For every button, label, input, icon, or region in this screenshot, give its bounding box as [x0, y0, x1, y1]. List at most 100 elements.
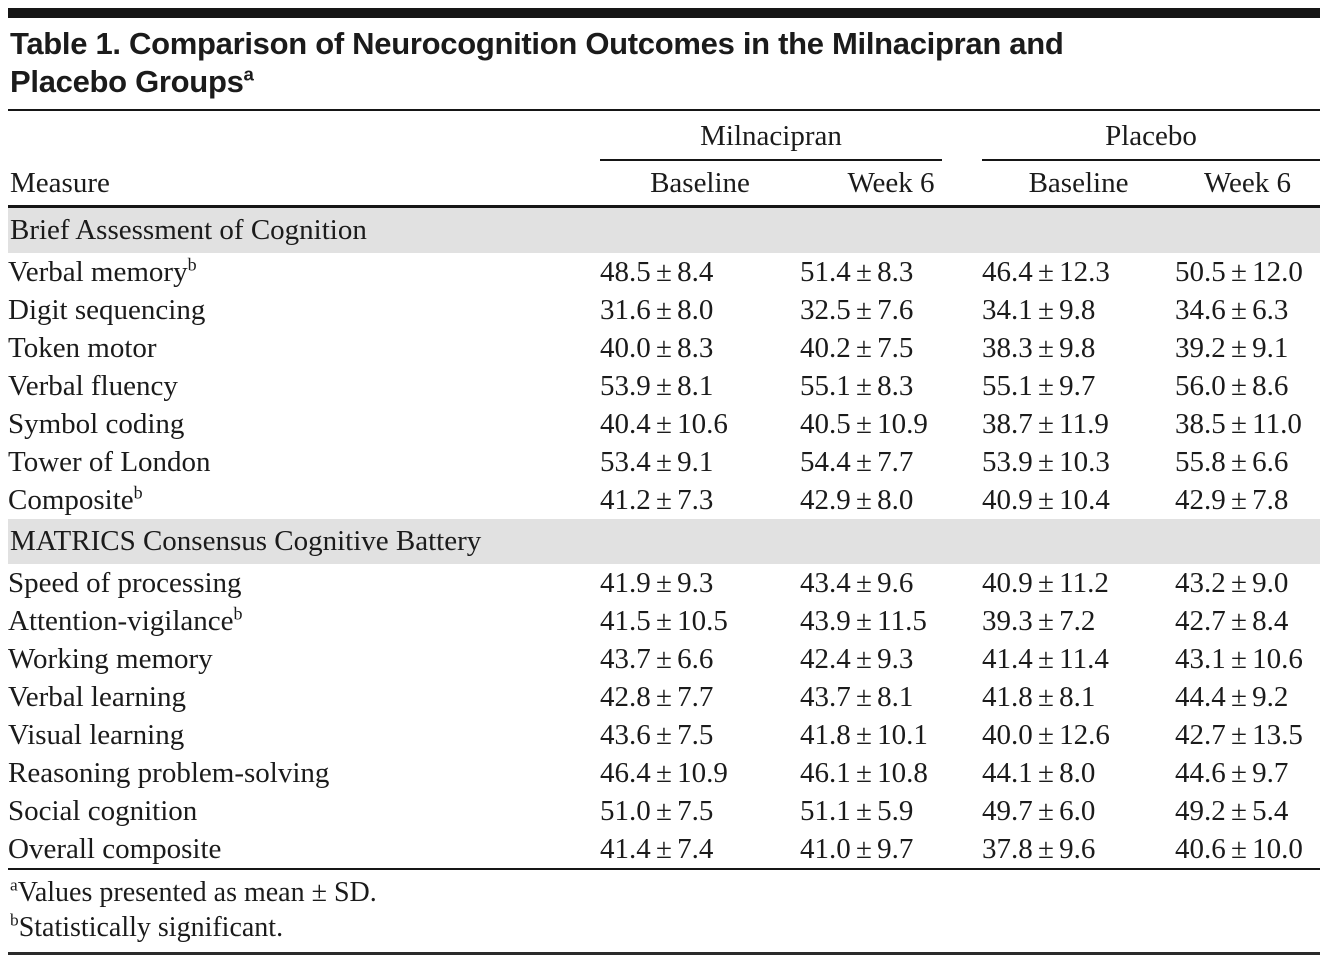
column-header-row: Measure Baseline Week 6 Baseline Week 6 — [8, 161, 1320, 207]
title-footnote-marker: a — [243, 63, 254, 85]
footnote-b: bStatistically significant. — [10, 910, 1320, 945]
value-cell: 39.2 ± 9.1 — [1175, 331, 1289, 364]
outcomes-table: Milnacipran Placebo Measure Baseline Wee… — [8, 111, 1321, 870]
column-header-placebo-week6: Week 6 — [1203, 166, 1292, 199]
table-row: Token motor 40.0 ± 8.3 40.2 ± 7.5 38.3 ± 9.… — [8, 329, 1320, 367]
value-cell: 41.8 ± 8.1 — [982, 680, 1096, 713]
table-row: Speed of processing 41.9 ± 9.3 43.4 ± 9.6 4… — [8, 564, 1320, 602]
value-cell: 53.9 ± 8.1 — [600, 369, 714, 402]
value-cell: 39.3 ± 7.2 — [982, 604, 1096, 637]
column-header-milnacipran-week6: Week 6 — [847, 166, 935, 199]
table-title-line-2-text: Placebo Groups — [10, 64, 244, 99]
value-cell: 49.7 ± 6.0 — [982, 794, 1096, 827]
measure-cell: Symbol coding — [8, 407, 185, 440]
measure-cell: Digit sequencing — [8, 293, 206, 326]
section-header-row: Brief Assessment of Cognition — [8, 206, 1321, 253]
header-spacer-cell — [8, 111, 600, 161]
table-row: Digit sequencing 31.6 ± 8.0 32.5 ± 7.6 34.1… — [8, 291, 1320, 329]
table-title: Table 1. Comparison of Neurocognition Ou… — [10, 25, 1320, 101]
group-label-milnacipran: Milnacipran — [600, 120, 943, 161]
top-heavy-rule — [8, 8, 1320, 18]
measure-cell: Compositeb — [8, 481, 143, 516]
value-cell: 56.0 ± 8.6 — [1175, 369, 1289, 402]
value-cell: 43.7 ± 8.1 — [800, 680, 914, 713]
table-row: Verbal learning 42.8 ± 7.7 43.7 ± 8.1 41.8 … — [8, 678, 1320, 716]
measure-cell: Working memory — [8, 642, 213, 675]
measure-cell: Social cognition — [8, 794, 198, 827]
measure-cell: Attention-vigilanceb — [8, 602, 243, 637]
value-cell: 42.7 ± 8.4 — [1175, 604, 1289, 637]
table-title-line-1: Table 1. Comparison of Neurocognition Ou… — [10, 26, 1064, 61]
value-cell: 38.7 ± 11.9 — [982, 407, 1109, 440]
value-cell: 42.8 ± 7.7 — [600, 680, 714, 713]
value-cell: 55.1 ± 9.7 — [982, 369, 1096, 402]
value-cell: 51.0 ± 7.5 — [600, 794, 714, 827]
table-row: Social cognition 51.0 ± 7.5 51.1 ± 5.9 49.7… — [8, 792, 1320, 830]
value-cell: 46.1 ± 10.8 — [800, 756, 928, 789]
value-cell: 34.6 ± 6.3 — [1175, 293, 1289, 326]
value-cell: 44.6 ± 9.7 — [1175, 756, 1289, 789]
value-cell: 41.8 ± 10.1 — [800, 718, 928, 751]
value-cell: 44.1 ± 8.0 — [982, 756, 1096, 789]
footnote-b-marker: b — [10, 910, 19, 930]
value-cell: 38.3 ± 9.8 — [982, 331, 1096, 364]
table-row: Tower of London 53.4 ± 9.1 54.4 ± 7.7 53.9 … — [8, 443, 1320, 481]
column-header-milnacipran-baseline: Baseline — [650, 166, 750, 199]
value-cell: 43.6 ± 7.5 — [600, 718, 714, 751]
value-cell: 42.9 ± 8.0 — [800, 483, 914, 516]
value-cell: 32.5 ± 7.6 — [800, 293, 914, 326]
table-row: Reasoning problem-solving 46.4 ± 10.9 46.1… — [8, 754, 1320, 792]
value-cell: 51.1 ± 5.9 — [800, 794, 914, 827]
value-cell: 41.5 ± 10.5 — [600, 604, 728, 637]
value-cell: 40.6 ± 10.0 — [1175, 832, 1303, 865]
significance-marker: b — [233, 602, 243, 623]
measure-cell: Verbal learning — [8, 680, 186, 713]
value-cell: 41.4 ± 11.4 — [982, 642, 1109, 675]
value-cell: 43.1 ± 10.6 — [1175, 642, 1303, 675]
column-header-measure: Measure — [10, 166, 110, 199]
table-row: Overall composite 41.4 ± 7.4 41.0 ± 9.7 37.… — [8, 830, 1320, 869]
group-header-row: Milnacipran Placebo — [8, 111, 1321, 161]
column-header-placebo-baseline: Baseline — [1028, 166, 1129, 199]
value-cell: 46.4 ± 12.3 — [982, 255, 1110, 288]
value-cell: 40.2 ± 7.5 — [800, 331, 914, 364]
measure-cell: Verbal memoryb — [8, 253, 197, 288]
footnote-a-marker: a — [10, 875, 18, 895]
value-cell: 43.9 ± 11.5 — [800, 604, 927, 637]
value-cell: 41.4 ± 7.4 — [600, 832, 714, 865]
table-row: Working memory 43.7 ± 6.6 42.4 ± 9.3 41.4 ±… — [8, 640, 1320, 678]
value-cell: 40.5 ± 10.9 — [800, 407, 928, 440]
value-cell: 54.4 ± 7.7 — [800, 445, 914, 478]
value-cell: 43.4 ± 9.6 — [800, 566, 914, 599]
footnote-b-text: Statistically significant. — [18, 912, 284, 943]
significance-marker: b — [187, 253, 197, 274]
title-divider-rule — [8, 109, 1320, 111]
measure-cell: Speed of processing — [8, 566, 242, 599]
footnote-a-text: Values presented as mean ± SD. — [17, 877, 377, 908]
table-row: Compositeb 41.2 ± 7.3 42.9 ± 8.0 40.9 ± 10.… — [8, 481, 1320, 519]
value-cell: 42.7 ± 13.5 — [1175, 718, 1303, 751]
section-header: MATRICS Consensus Cognitive Battery — [8, 519, 1321, 564]
value-cell: 46.4 ± 10.9 — [600, 756, 728, 789]
value-cell: 44.4 ± 9.2 — [1175, 680, 1289, 713]
value-cell: 50.5 ± 12.0 — [1175, 255, 1303, 288]
section-header: Brief Assessment of Cognition — [8, 206, 1321, 253]
value-cell: 40.0 ± 12.6 — [982, 718, 1110, 751]
value-cell: 53.9 ± 10.3 — [982, 445, 1110, 478]
table-row: Verbal fluency 53.9 ± 8.1 55.1 ± 8.3 55.1 ±… — [8, 367, 1320, 405]
table-title-line-2: Placebo Groupsa — [10, 63, 1320, 101]
value-cell: 34.1 ± 9.8 — [982, 293, 1096, 326]
value-cell: 42.9 ± 7.8 — [1175, 483, 1289, 516]
measure-cell: Token motor — [8, 331, 157, 364]
footnote-a: aValues presented as mean ± SD. — [10, 875, 1320, 910]
table-footnotes: aValues presented as mean ± SD. bStatist… — [8, 870, 1320, 952]
table-row: Verbal memoryb 48.5 ± 8.4 51.4 ± 8.3 46.4 ±… — [8, 253, 1320, 291]
value-cell: 40.4 ± 10.6 — [600, 407, 728, 440]
measure-cell: Reasoning problem-solving — [8, 756, 330, 789]
group-label-placebo: Placebo — [982, 120, 1321, 161]
bottom-heavy-rule — [8, 952, 1320, 955]
measure-cell: Verbal fluency — [8, 369, 178, 402]
value-cell: 49.2 ± 5.4 — [1175, 794, 1289, 827]
value-cell: 41.0 ± 9.7 — [800, 832, 914, 865]
